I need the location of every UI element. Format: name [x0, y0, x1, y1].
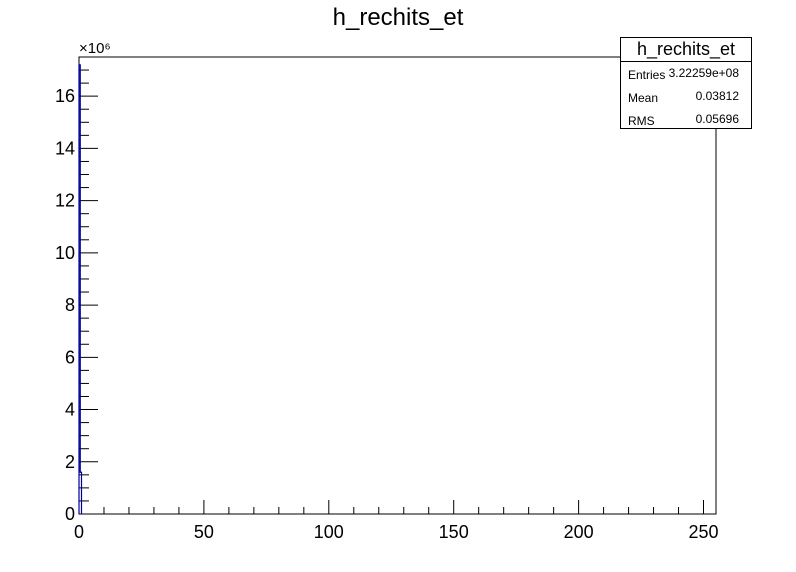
y-tick-label: 14	[55, 138, 75, 158]
stats-label: Mean	[628, 91, 659, 105]
y-tick-label: 8	[65, 295, 75, 315]
y-tick-label: 16	[55, 86, 75, 106]
stats-row-entries: Entries 3.22259e+08	[621, 62, 751, 85]
y-tick-label: 4	[65, 400, 75, 420]
stats-row-rms: RMS 0.05696	[621, 108, 751, 131]
x-tick-label: 150	[439, 522, 469, 542]
stats-value: 0.05696	[695, 112, 739, 126]
stats-value: 3.22259e+08	[668, 66, 739, 80]
y-exponent-label: ×10⁶	[79, 40, 111, 57]
stats-box: h_rechits_et Entries 3.22259e+08 Mean 0.…	[620, 37, 752, 129]
histogram-outline	[78, 64, 83, 514]
y-tick-label: 0	[65, 504, 75, 524]
y-tick-label: 2	[65, 452, 75, 472]
stats-title: h_rechits_et	[621, 38, 751, 62]
stats-row-mean: Mean 0.03812	[621, 85, 751, 108]
stats-label: Entries	[628, 68, 666, 82]
stats-label: RMS	[628, 114, 655, 128]
y-tick-label: 10	[55, 243, 75, 263]
y-tick-label: 12	[55, 191, 75, 211]
chart-title: h_rechits_et	[332, 4, 464, 31]
x-tick-label: 50	[194, 522, 214, 542]
x-tick-label: 250	[688, 522, 718, 542]
x-tick-label: 0	[74, 522, 84, 542]
x-tick-label: 200	[564, 522, 594, 542]
x-tick-label: 100	[314, 522, 344, 542]
y-tick-label: 6	[65, 347, 75, 367]
stats-value: 0.03812	[695, 89, 739, 103]
